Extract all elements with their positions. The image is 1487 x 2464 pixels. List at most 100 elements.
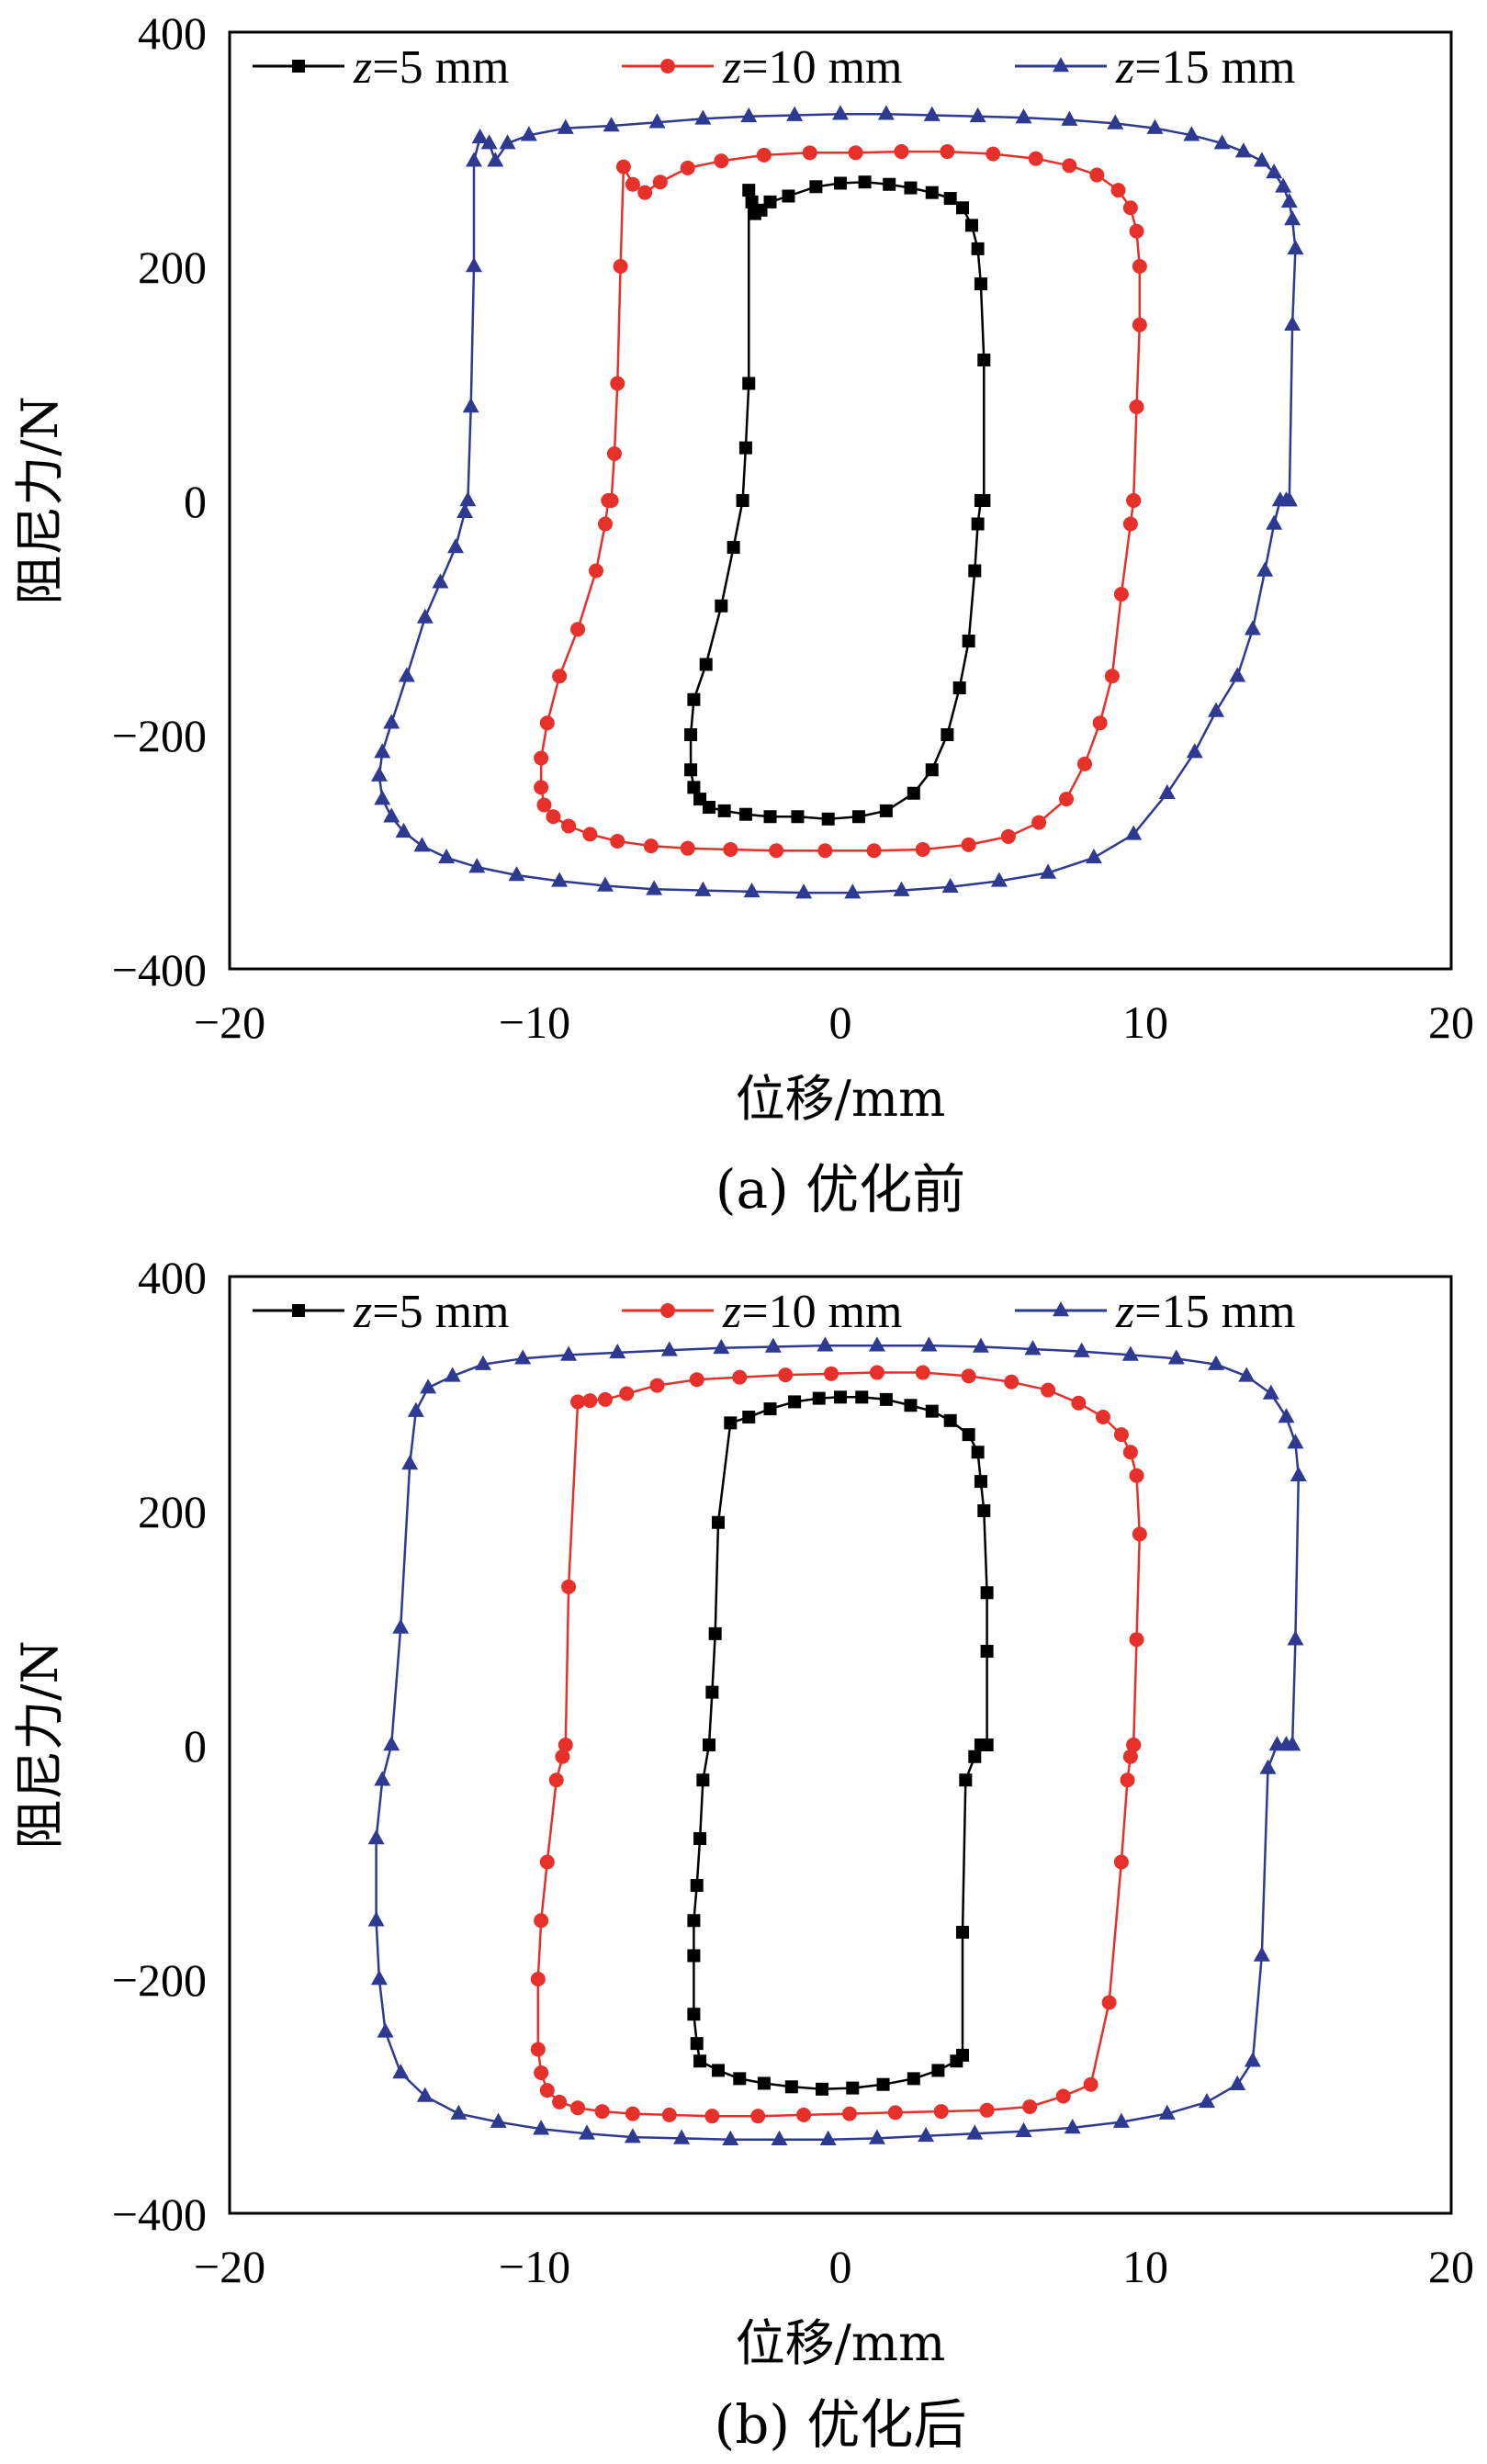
data-point: [742, 184, 756, 197]
data-point: [690, 1879, 704, 1892]
data-point: [727, 541, 740, 554]
data-point: [1199, 2092, 1215, 2109]
data-point: [1071, 1395, 1087, 1411]
data-point: [819, 2130, 837, 2145]
data-point: [499, 134, 516, 150]
data-point: [977, 354, 991, 366]
data-point: [1280, 192, 1298, 208]
data-point: [714, 153, 729, 169]
data-point: [1158, 783, 1176, 800]
data-point: [609, 1343, 626, 1359]
data-point: [646, 880, 663, 895]
data-point: [684, 728, 698, 741]
data-point: [558, 1738, 573, 1752]
data-point: [625, 176, 640, 192]
data-point: [1284, 210, 1301, 226]
data-point: [795, 883, 813, 899]
data-point: [1085, 848, 1102, 864]
data-point: [1061, 110, 1078, 126]
data-point: [1083, 2076, 1098, 2092]
data-point: [771, 2130, 788, 2145]
data-point: [1073, 1342, 1090, 1357]
data-point: [661, 2107, 677, 2122]
data-point: [416, 608, 434, 624]
data-point: [1121, 1345, 1139, 1361]
data-point: [615, 159, 631, 174]
legend-label: z=15 mm: [1115, 41, 1295, 94]
data-point: [816, 2082, 829, 2096]
data-point: [964, 219, 978, 232]
data-point: [956, 2048, 969, 2062]
data-point: [637, 185, 653, 200]
data-point: [456, 502, 474, 519]
data-point: [809, 180, 823, 194]
data-point: [748, 207, 761, 220]
data-point: [1146, 118, 1164, 134]
data-point: [952, 681, 966, 694]
data-point: [1229, 2075, 1246, 2091]
data-point: [940, 144, 955, 160]
data-point: [796, 2107, 812, 2122]
x-tick-label: 10: [1122, 996, 1168, 1048]
legend-marker: [1053, 57, 1069, 73]
data-point: [1062, 158, 1077, 174]
data-point: [848, 145, 863, 161]
legend-label: z=5 mm: [353, 41, 509, 94]
data-point: [625, 2106, 640, 2121]
data-point: [693, 1832, 707, 1845]
data-point: [941, 728, 954, 741]
data-point: [1022, 2098, 1038, 2114]
data-point: [1122, 516, 1138, 532]
y-tick-label: 0: [184, 1720, 207, 1772]
data-point: [395, 822, 412, 838]
data-point: [1284, 1736, 1301, 1751]
data-point: [723, 841, 738, 857]
data-point: [687, 781, 701, 794]
legend-marker: [660, 1303, 675, 1318]
data-point: [817, 1336, 834, 1352]
data-point: [821, 812, 835, 826]
chart-panel-b: −20 −10 0 10 20 400 200 0 −200 −400 位移/m…: [11, 1252, 1474, 2456]
series-line: [377, 113, 1297, 894]
data-point: [1125, 825, 1143, 840]
data-point: [413, 837, 431, 852]
data-point: [694, 881, 712, 896]
data-point: [1229, 667, 1246, 682]
data-point: [534, 750, 549, 766]
data-point: [438, 848, 456, 864]
series-line: [536, 1371, 1142, 2118]
data-point: [923, 106, 941, 121]
data-point: [977, 1504, 991, 1517]
data-point: [466, 152, 482, 167]
data-point: [894, 144, 909, 160]
data-point: [680, 160, 695, 175]
data-point: [915, 841, 930, 857]
data-point: [1040, 863, 1057, 879]
data-point: [1275, 177, 1292, 193]
data-point: [961, 1368, 976, 1384]
x-tick-label: 0: [829, 2241, 852, 2292]
data-point: [959, 1773, 973, 1787]
data-point: [876, 2077, 890, 2091]
data-point: [680, 840, 695, 856]
data-point: [1186, 743, 1203, 759]
data-point: [712, 1515, 725, 1529]
data-point: [979, 2102, 995, 2118]
data-point: [490, 2112, 507, 2128]
data-point: [1059, 792, 1075, 807]
data-point: [713, 1338, 730, 1355]
data-point: [980, 1738, 994, 1751]
data-point: [966, 2124, 984, 2140]
data-point: [764, 1337, 782, 1353]
y-tick-label: 200: [138, 1486, 207, 1537]
data-point: [416, 2087, 434, 2102]
x-tick-label: 20: [1428, 2241, 1474, 2292]
data-point: [374, 1771, 391, 1786]
data-point: [1129, 399, 1144, 414]
data-point: [846, 2081, 860, 2095]
data-point: [557, 118, 574, 134]
data-point: [980, 1645, 994, 1658]
data-point: [712, 2064, 725, 2077]
data-point: [610, 376, 625, 391]
